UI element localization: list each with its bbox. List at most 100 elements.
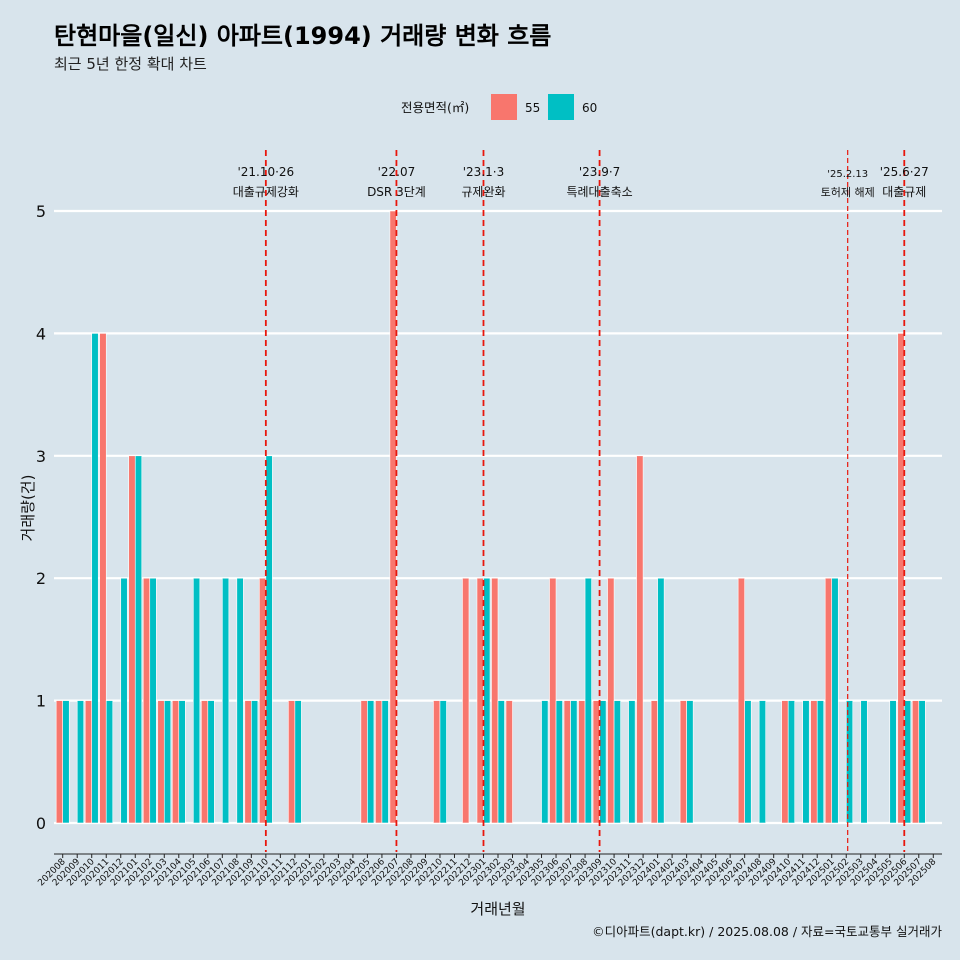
bar-60-202401 bbox=[657, 577, 665, 824]
x-axis-title: 거래년월 bbox=[470, 900, 525, 918]
bar-60-202107 bbox=[222, 577, 230, 824]
bar-55-202106 bbox=[200, 700, 209, 824]
bar-60-202506 bbox=[903, 700, 912, 824]
bar-55-202212 bbox=[462, 577, 470, 824]
bar-55-202008 bbox=[55, 700, 64, 824]
bar-60-202501 bbox=[831, 577, 839, 824]
bar-55-202101 bbox=[128, 455, 136, 824]
bar-60-202008 bbox=[62, 700, 70, 824]
bar-55-202104 bbox=[171, 700, 180, 824]
bar-60-202403 bbox=[686, 700, 694, 824]
bar-55-202210 bbox=[433, 700, 441, 824]
bar-60-202503 bbox=[860, 700, 868, 824]
bar-60-202012 bbox=[120, 577, 128, 824]
bar-60-202106 bbox=[207, 700, 215, 824]
bar-55-202207 bbox=[389, 210, 397, 824]
bar-55-202103 bbox=[157, 700, 165, 824]
bar-60-202410 bbox=[787, 700, 796, 824]
bar-55-202306 bbox=[549, 577, 557, 824]
legend-label-60: 60 bbox=[582, 101, 597, 115]
bar-55-202307 bbox=[563, 700, 571, 824]
bar-60-202411 bbox=[802, 700, 810, 824]
plot-area: 0123452020082020092020102020112020122021… bbox=[36, 150, 942, 888]
bar-60-202105 bbox=[192, 577, 201, 824]
chart-title: 탄현마을(일신) 아파트(1994) 거래량 변화 흐름 bbox=[54, 22, 551, 50]
bar-55-202308 bbox=[578, 700, 586, 824]
bar-55-202110 bbox=[259, 577, 267, 824]
bar-60-202108 bbox=[236, 577, 244, 824]
bar-60-202311 bbox=[628, 700, 636, 824]
event-date: '21.10·26 bbox=[237, 165, 294, 179]
bar-60-202502 bbox=[845, 700, 854, 824]
bar-60-202109 bbox=[251, 700, 259, 824]
bar-60-202210 bbox=[439, 700, 447, 824]
bar-60-202408 bbox=[758, 700, 767, 824]
y-axis-title: 거래량(건) bbox=[19, 475, 37, 542]
bar-60-202309 bbox=[599, 700, 607, 824]
bar-60-202301 bbox=[483, 577, 491, 824]
bar-55-202302 bbox=[491, 577, 499, 824]
bar-60-202103 bbox=[163, 700, 172, 824]
bar-55-202401 bbox=[650, 700, 658, 824]
chart-subtitle: 최근 5년 한정 확대 차트 bbox=[54, 55, 207, 73]
bar-60-202010 bbox=[91, 333, 99, 824]
bar-60-202412 bbox=[816, 700, 825, 824]
bar-55-202309 bbox=[592, 700, 600, 824]
bar-55-202312 bbox=[636, 455, 644, 824]
bar-55-202412 bbox=[810, 700, 818, 824]
event-date: '25.2.13 bbox=[827, 169, 868, 180]
bar-55-202010 bbox=[84, 700, 93, 824]
bar-60-202308 bbox=[584, 577, 592, 824]
bar-60-202101 bbox=[134, 455, 143, 824]
bar-55-202109 bbox=[244, 700, 252, 824]
bar-60-202102 bbox=[149, 577, 157, 824]
bar-55-202501 bbox=[824, 577, 833, 824]
event-label: 대출규제강화 bbox=[233, 185, 299, 199]
bar-60-202306 bbox=[555, 700, 563, 824]
bar-55-202310 bbox=[607, 577, 615, 824]
bar-60-202305 bbox=[541, 700, 549, 824]
bar-60-202505 bbox=[889, 700, 897, 824]
bar-60-202112 bbox=[294, 700, 302, 824]
bar-60-202302 bbox=[497, 700, 505, 824]
legend-label-55: 55 bbox=[525, 101, 540, 115]
bar-60-202205 bbox=[367, 700, 375, 824]
y-tick-label: 2 bbox=[36, 569, 46, 588]
bar-60-202507 bbox=[918, 700, 926, 824]
bar-55-202301 bbox=[476, 577, 484, 824]
bar-55-202102 bbox=[142, 577, 151, 824]
legend-swatch-55 bbox=[491, 94, 517, 120]
bar-55-202410 bbox=[781, 700, 789, 824]
bar-60-202009 bbox=[76, 700, 85, 824]
event-label: 규제완화 bbox=[461, 185, 505, 199]
caption: ©디아파트(dapt.kr) / 2025.08.08 / 자료=국토교통부 실… bbox=[592, 924, 942, 939]
y-tick-label: 0 bbox=[36, 814, 46, 833]
bar-60-202310 bbox=[613, 700, 621, 824]
bar-55-202303 bbox=[505, 700, 513, 824]
bar-55-202112 bbox=[288, 700, 296, 824]
event-label: DSR 3단계 bbox=[367, 185, 426, 199]
bar-55-202205 bbox=[360, 700, 368, 824]
bar-55-202506 bbox=[897, 333, 905, 824]
event-date: '25.6·27 bbox=[880, 165, 929, 179]
bar-60-202307 bbox=[570, 700, 578, 824]
bar-60-202206 bbox=[381, 700, 389, 824]
y-tick-label: 5 bbox=[36, 202, 46, 221]
bar-55-202403 bbox=[679, 700, 687, 824]
event-date: '23.9·7 bbox=[579, 165, 620, 179]
legend: 전용면적(㎡) 55 60 bbox=[401, 94, 597, 120]
bar-60-202104 bbox=[178, 700, 186, 824]
bar-55-202206 bbox=[375, 700, 383, 824]
bar-60-202110 bbox=[265, 455, 273, 824]
bar-55-202011 bbox=[99, 333, 107, 824]
event-label: 대출규제 bbox=[882, 185, 926, 199]
event-label: 특례대출축소 bbox=[566, 185, 632, 199]
event-label: 토허제 해제 bbox=[821, 185, 875, 199]
bar-60-202407 bbox=[744, 700, 752, 824]
bar-55-202407 bbox=[737, 577, 745, 824]
event-date: '22.07 bbox=[378, 165, 416, 179]
bar-55-202507 bbox=[911, 700, 920, 824]
bar-60-202011 bbox=[105, 700, 114, 824]
y-tick-label: 3 bbox=[36, 447, 46, 466]
